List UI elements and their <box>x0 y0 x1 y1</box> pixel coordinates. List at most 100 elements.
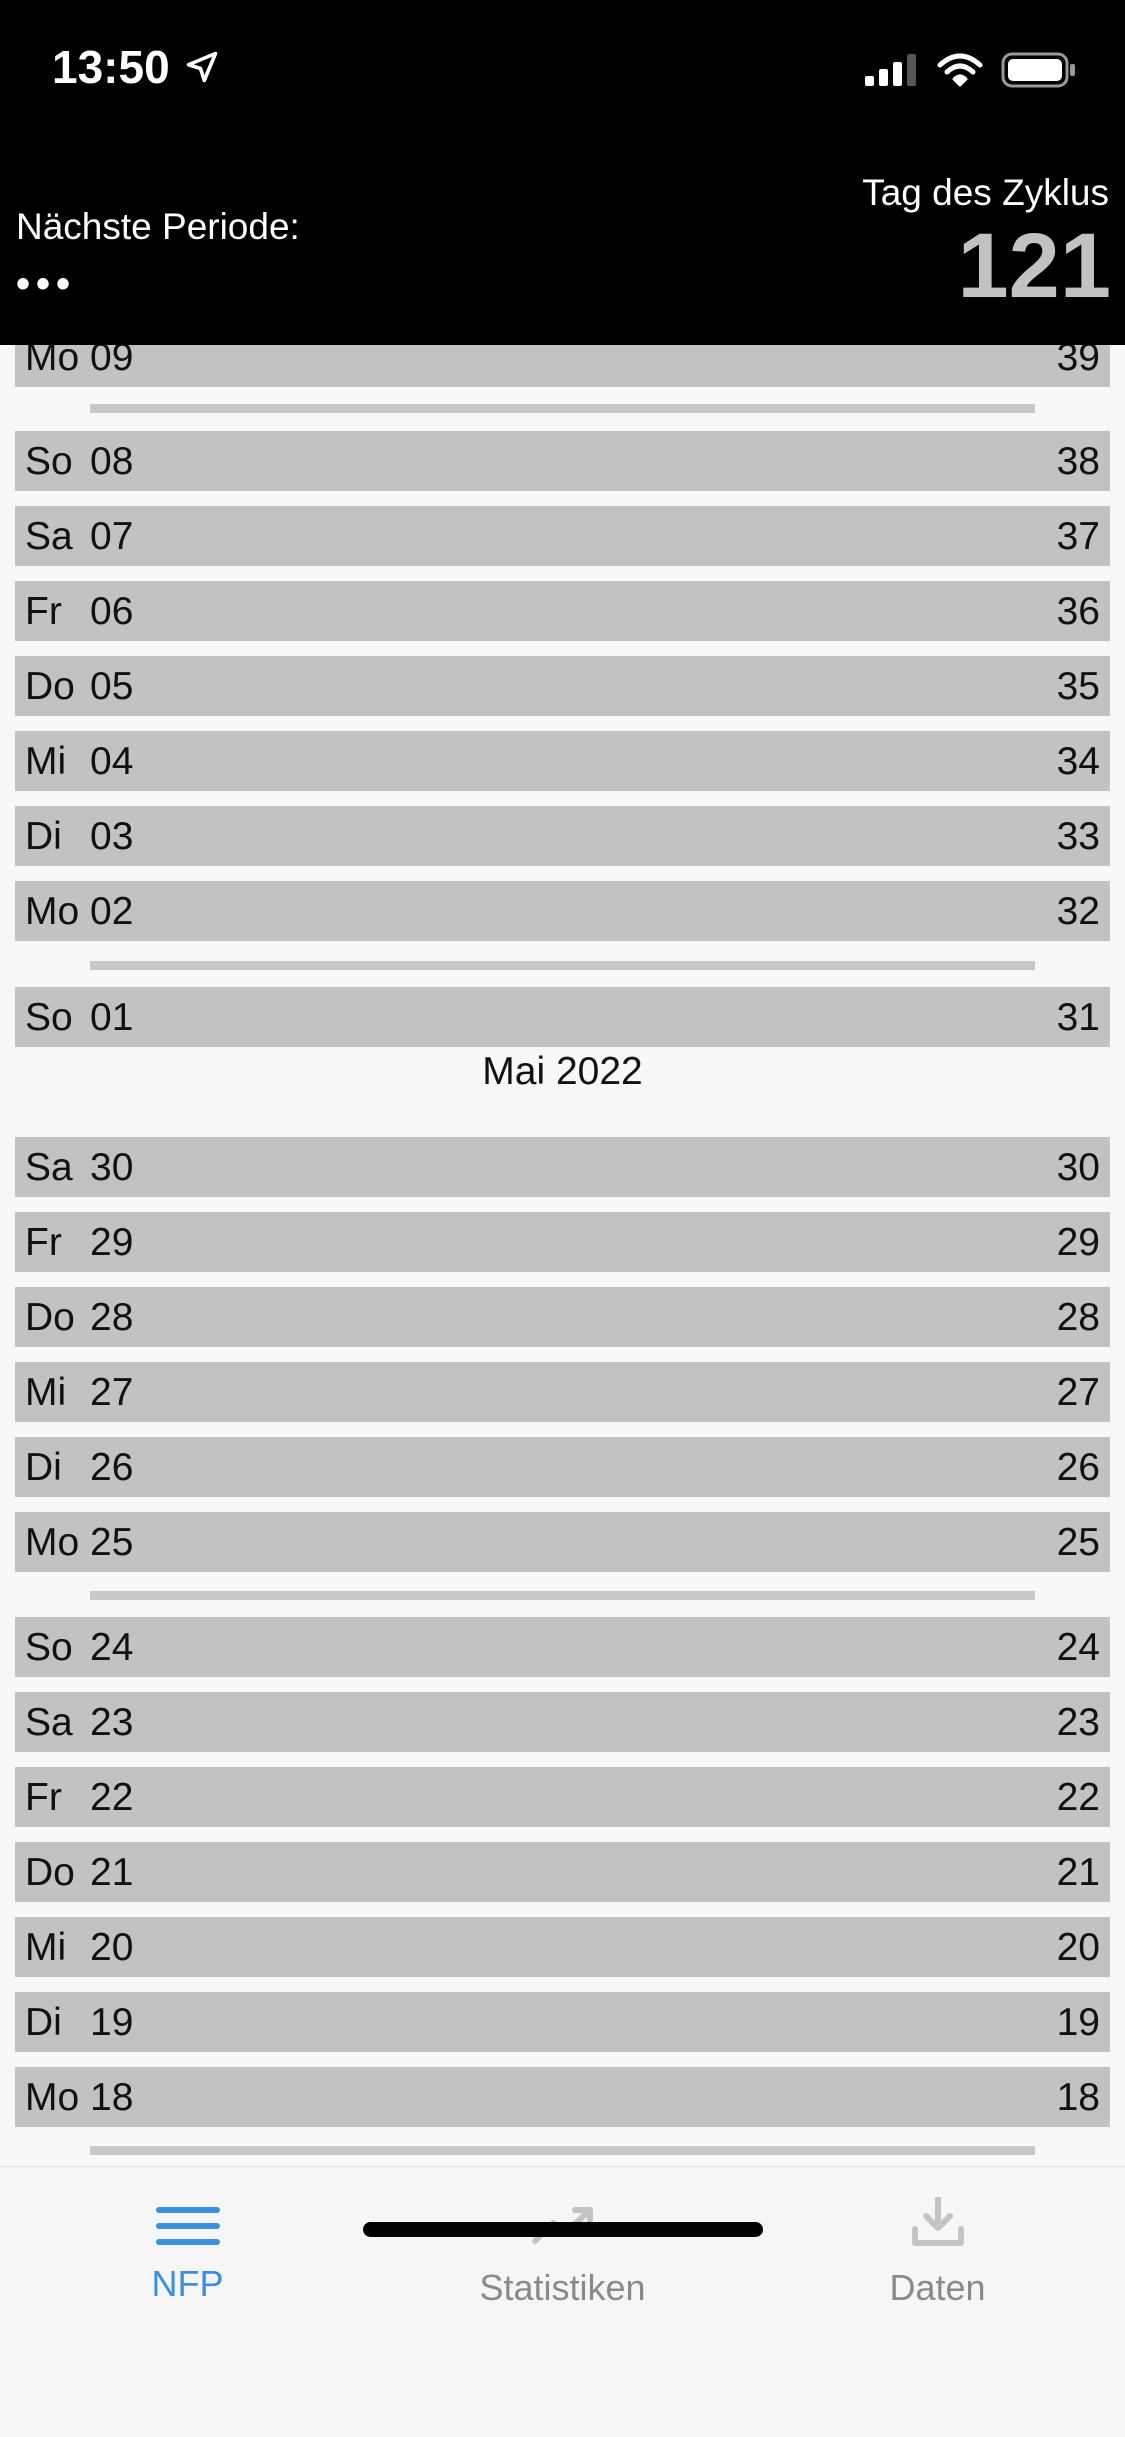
date: 07 <box>90 515 134 558</box>
day-row[interactable]: Sa 23 23 <box>15 1692 1110 1752</box>
day-row[interactable]: Fr 22 22 <box>15 1767 1110 1827</box>
weekday: Mi <box>25 1926 67 1969</box>
cycle-day: 31 <box>1056 996 1100 1039</box>
next-period-label: Nächste Periode: <box>16 206 300 247</box>
week-separator <box>90 404 1035 413</box>
cycle-day: 33 <box>1056 815 1100 858</box>
day-list[interactable]: Mo 09 39 So 08 38 Sa 07 37 Fr 06 36 Do 0… <box>0 0 1125 2166</box>
date: 21 <box>90 1851 134 1894</box>
day-row[interactable]: Di 19 19 <box>15 1992 1110 2052</box>
day-row[interactable]: So 08 38 <box>15 431 1110 491</box>
cycle-day: 20 <box>1056 1926 1100 1969</box>
day-row[interactable]: Do 05 35 <box>15 656 1110 716</box>
day-row[interactable]: Sa 30 30 <box>15 1137 1110 1197</box>
date: 08 <box>90 440 134 483</box>
weekday: Mo <box>25 2076 80 2119</box>
weekday: Sa <box>25 1701 73 1744</box>
date: 23 <box>90 1701 134 1744</box>
date: 25 <box>90 1521 134 1564</box>
cycle-day: 28 <box>1056 1296 1100 1339</box>
date: 28 <box>90 1296 134 1339</box>
cycle-day: 25 <box>1056 1521 1100 1564</box>
weekday: Mi <box>25 1371 67 1414</box>
day-row[interactable]: Di 03 33 <box>15 806 1110 866</box>
date: 06 <box>90 590 134 633</box>
date: 19 <box>90 2001 134 2044</box>
date: 20 <box>90 1926 134 1969</box>
day-row[interactable]: So 01 31 <box>15 987 1110 1047</box>
date: 02 <box>90 890 134 933</box>
cycle-day: 29 <box>1056 1221 1100 1264</box>
cycle-day: 32 <box>1056 890 1100 933</box>
cycle-day: 24 <box>1056 1626 1100 1669</box>
weekday: Sa <box>25 515 73 558</box>
tab-label: Daten <box>889 2267 986 2308</box>
weekday: Di <box>25 2001 62 2044</box>
day-row[interactable]: Fr 06 36 <box>15 581 1110 641</box>
cycle-day: 30 <box>1056 1146 1100 1189</box>
weekday: Mo <box>25 1521 80 1564</box>
cycle-day: 22 <box>1056 1776 1100 1819</box>
weekday: Fr <box>25 590 62 633</box>
status-indicators <box>865 52 1077 88</box>
cellular-signal-icon <box>865 54 916 86</box>
cycle-day: 21 <box>1056 1851 1100 1894</box>
day-row[interactable]: Do 21 21 <box>15 1842 1110 1902</box>
day-row[interactable]: Mo 02 32 <box>15 881 1110 941</box>
cycle-day: 37 <box>1056 515 1100 558</box>
cycle-day-value: 121 <box>957 215 1112 317</box>
day-row[interactable]: Mo 25 25 <box>15 1512 1110 1572</box>
app-header: 13:50 Nächste Periode: ••• Tag des Zyklu… <box>0 0 1125 345</box>
tab-statistiken[interactable]: Statistiken <box>375 2167 750 2367</box>
date: 18 <box>90 2076 134 2119</box>
cycle-day: 27 <box>1056 1371 1100 1414</box>
weekday: Fr <box>25 1221 62 1264</box>
date: 30 <box>90 1146 134 1189</box>
weekday: Do <box>25 1296 75 1339</box>
date: 03 <box>90 815 134 858</box>
next-period-value: ••• <box>16 262 77 306</box>
weekday: So <box>25 1626 73 1669</box>
day-row[interactable]: Do 28 28 <box>15 1287 1110 1347</box>
day-row[interactable]: So 24 24 <box>15 1617 1110 1677</box>
weekday: So <box>25 996 73 1039</box>
cycle-day: 36 <box>1056 590 1100 633</box>
week-separator <box>90 1591 1035 1600</box>
day-row[interactable]: Mo 18 18 <box>15 2067 1110 2127</box>
wifi-icon <box>937 53 983 87</box>
weekday: Di <box>25 1446 62 1489</box>
week-separator <box>90 2146 1035 2155</box>
tab-label: NFP <box>151 2263 224 2304</box>
tab-bar: NFP Statistiken Daten <box>0 2166 1125 2437</box>
cycle-day: 18 <box>1056 2076 1100 2119</box>
date: 27 <box>90 1371 134 1414</box>
weekday: Do <box>25 1851 75 1894</box>
day-row[interactable]: Mi 20 20 <box>15 1917 1110 1977</box>
cycle-day: 34 <box>1056 740 1100 783</box>
status-time: 13:50 <box>52 40 220 94</box>
weekday: Do <box>25 665 75 708</box>
date: 26 <box>90 1446 134 1489</box>
day-row[interactable]: Mi 04 34 <box>15 731 1110 791</box>
cycle-day: 38 <box>1056 440 1100 483</box>
date: 29 <box>90 1221 134 1264</box>
tab-label: Statistiken <box>479 2267 646 2308</box>
date: 22 <box>90 1776 134 1819</box>
weekday: Mo <box>25 890 80 933</box>
home-indicator[interactable] <box>363 2222 763 2237</box>
menu-icon <box>155 2207 220 2245</box>
location-arrow-icon <box>186 51 217 83</box>
date: 24 <box>90 1626 134 1669</box>
download-icon <box>911 2197 964 2246</box>
cycle-day: 19 <box>1056 2001 1100 2044</box>
tab-daten[interactable]: Daten <box>750 2167 1125 2367</box>
weekday: So <box>25 440 73 483</box>
day-row[interactable]: Fr 29 29 <box>15 1212 1110 1272</box>
cycle-day: 23 <box>1056 1701 1100 1744</box>
day-row[interactable]: Di 26 26 <box>15 1437 1110 1497</box>
weekday: Mi <box>25 740 67 783</box>
tab-nfp[interactable]: NFP <box>0 2167 375 2367</box>
day-row[interactable]: Sa 07 37 <box>15 506 1110 566</box>
day-row[interactable]: Mi 27 27 <box>15 1362 1110 1422</box>
status-time-text: 13:50 <box>52 41 170 93</box>
